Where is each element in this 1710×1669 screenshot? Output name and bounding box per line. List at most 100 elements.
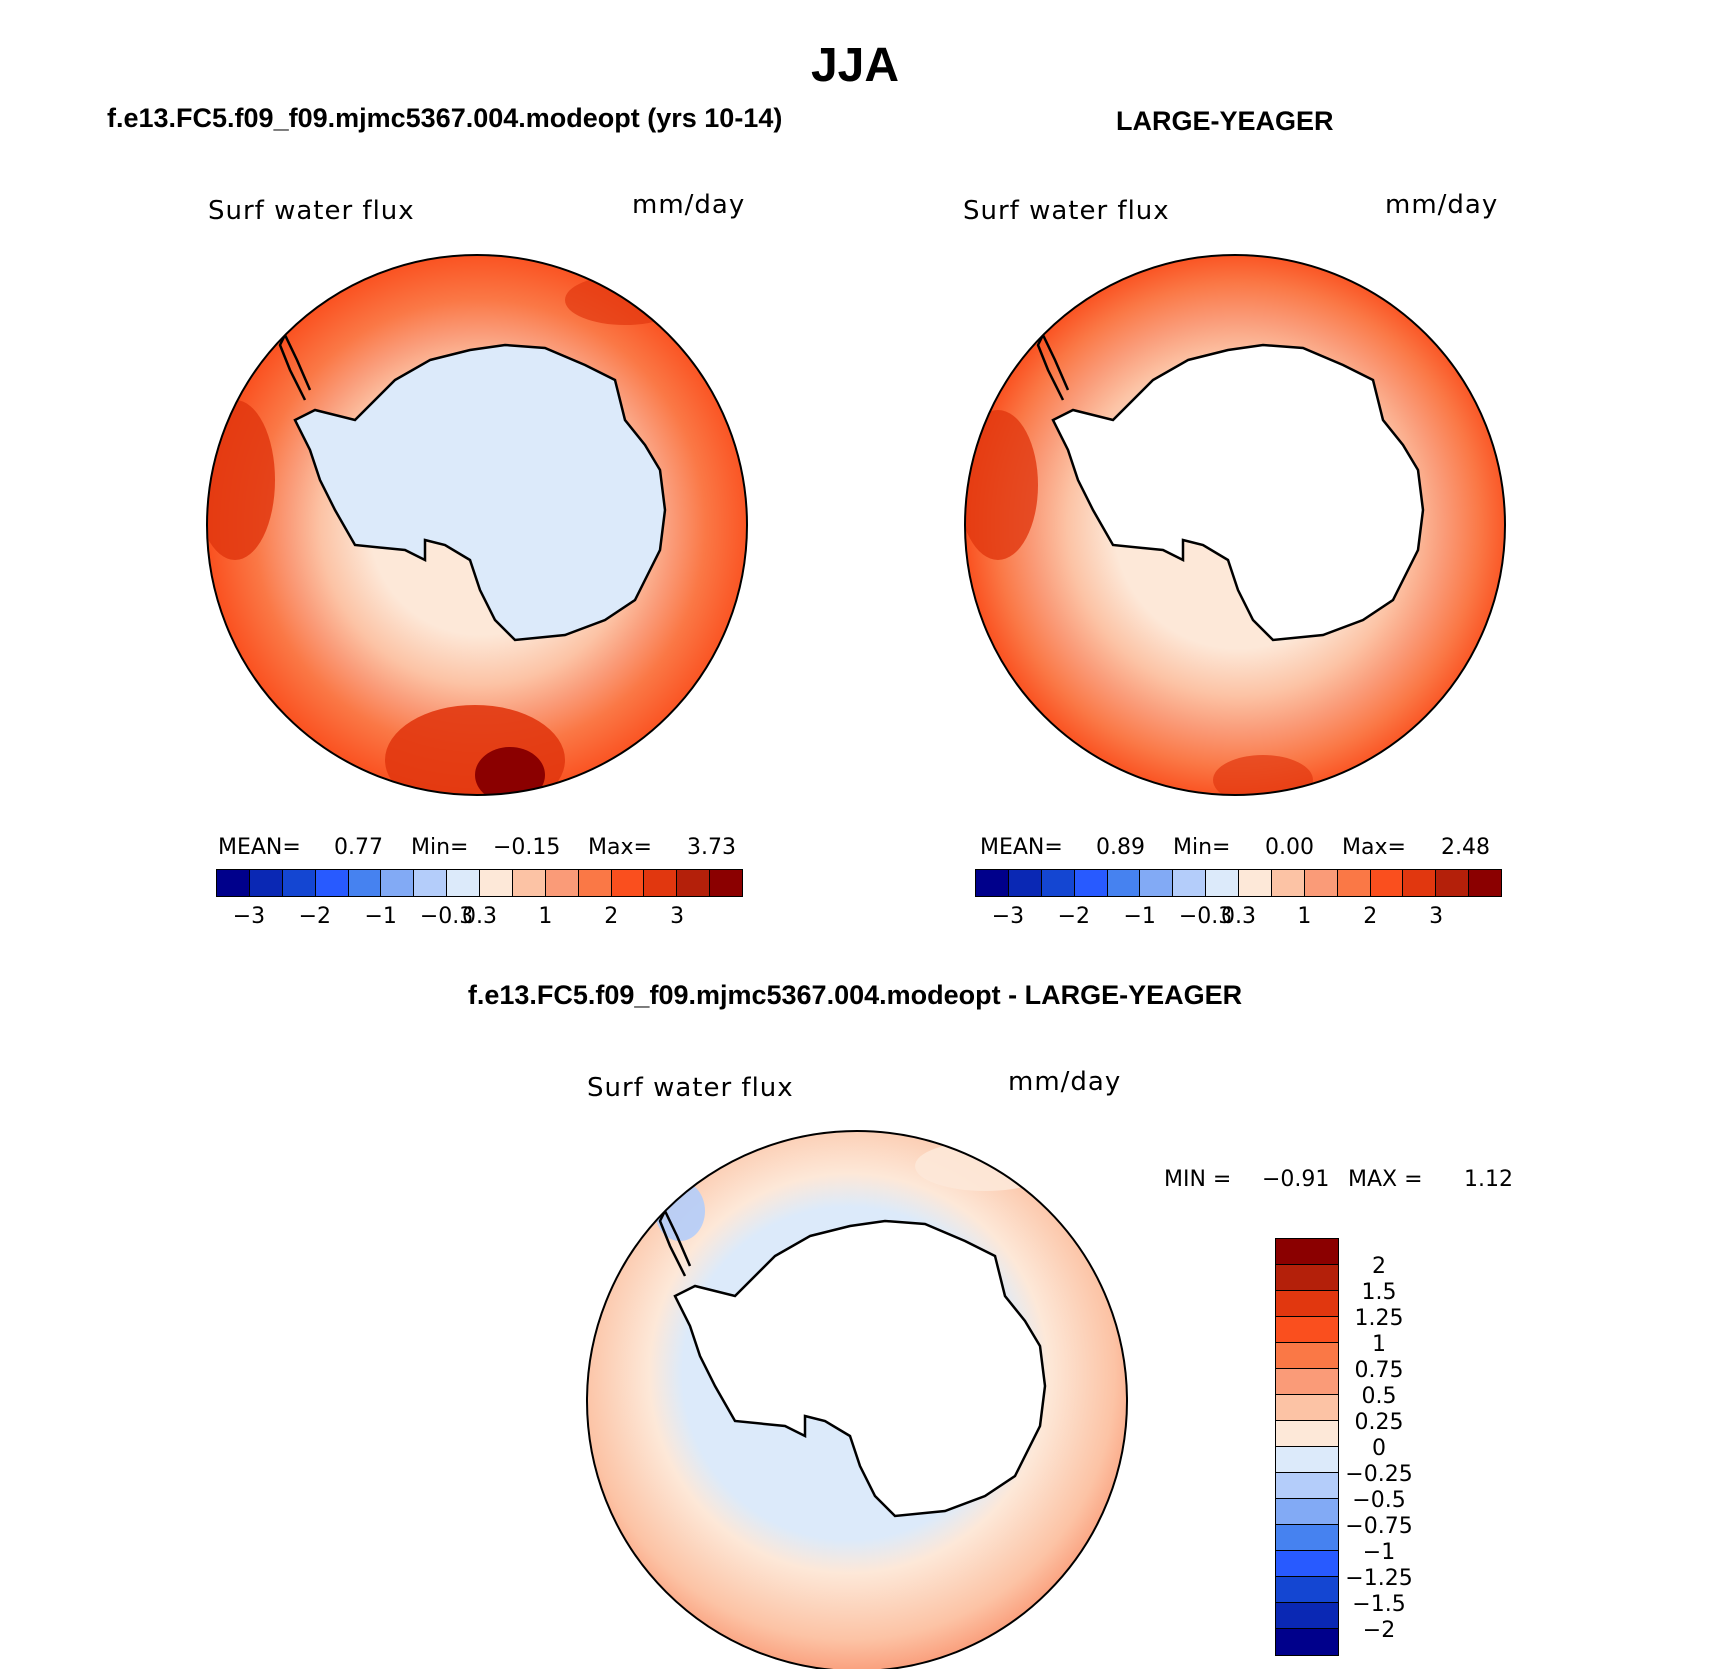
colorbar-tick-label: 2 bbox=[1372, 1254, 1386, 1279]
colorbar-segment bbox=[282, 870, 316, 896]
colorbar-segment bbox=[217, 870, 250, 896]
colorbar-tick-label: −1.5 bbox=[1352, 1592, 1406, 1617]
panel-1-min-label: Min= bbox=[411, 835, 469, 860]
panel-1-max-value: 3.73 bbox=[687, 835, 736, 860]
colorbar-tick-label: 0.3 bbox=[1221, 904, 1256, 929]
colorbar-segment bbox=[1469, 870, 1501, 896]
colorbar-tick-label: 1 bbox=[1372, 1332, 1386, 1357]
colorbar-segment bbox=[578, 870, 612, 896]
colorbar-tick-label: 3 bbox=[670, 904, 685, 929]
colorbar-segment bbox=[1276, 1447, 1338, 1473]
panel-2-variable: Surf water flux bbox=[963, 196, 1170, 226]
colorbar-segment bbox=[1276, 1343, 1338, 1369]
panel-2-min-label: Min= bbox=[1173, 835, 1231, 860]
colorbar-tick-label: −0.75 bbox=[1345, 1514, 1413, 1539]
colorbar-tick-label: 1.5 bbox=[1361, 1280, 1397, 1305]
panel-3-peninsula bbox=[658, 1208, 692, 1277]
panel-1-units: mm/day bbox=[632, 190, 746, 220]
colorbar-segment bbox=[1276, 1265, 1338, 1291]
colorbar-segment bbox=[545, 870, 579, 896]
colorbar-segment bbox=[1276, 1551, 1338, 1577]
panel-1-peninsula bbox=[278, 332, 312, 401]
colorbar-tick-label: 3 bbox=[1429, 904, 1444, 929]
colorbar-segment bbox=[1276, 1499, 1338, 1525]
panel-1-max-label: Max= bbox=[588, 835, 652, 860]
colorbar-tick-label: −1 bbox=[1362, 1540, 1396, 1565]
colorbar-segment bbox=[644, 870, 678, 896]
panel-2-max-label: Max= bbox=[1342, 835, 1406, 860]
colorbar-segment bbox=[1074, 870, 1108, 896]
colorbar-segment bbox=[1276, 1525, 1338, 1551]
colorbar-tick-label: −0.5 bbox=[1352, 1488, 1406, 1513]
colorbar-tick-label: 1 bbox=[1297, 904, 1312, 929]
panel-3-variable: Surf water flux bbox=[587, 1073, 794, 1103]
colorbar-segment bbox=[1304, 870, 1338, 896]
figure-title: JJA bbox=[810, 39, 900, 92]
colorbar-tick-label: −2 bbox=[1057, 904, 1091, 929]
colorbar-tick-label: −2 bbox=[298, 904, 332, 929]
colorbar-tick-label: −0.25 bbox=[1345, 1462, 1413, 1487]
colorbar-segment bbox=[480, 870, 513, 896]
colorbar-segment bbox=[1239, 870, 1272, 896]
panel-2-min-value: 0.00 bbox=[1265, 835, 1314, 860]
colorbar-tick-label: −3 bbox=[232, 904, 266, 929]
panel-1-variable: Surf water flux bbox=[208, 196, 415, 226]
colorbar-segment bbox=[1276, 1629, 1338, 1655]
colorbar-tick-label: 0.25 bbox=[1354, 1410, 1404, 1435]
colorbar-segment bbox=[611, 870, 645, 896]
panel-3-min-value: −0.91 bbox=[1262, 1167, 1330, 1192]
colorbar-tick-label: 0.75 bbox=[1354, 1358, 1404, 1383]
colorbar-segment bbox=[1276, 1395, 1338, 1421]
panel-1-mean-label: MEAN= bbox=[218, 835, 301, 860]
colorbar-tick-label: −2 bbox=[1362, 1618, 1396, 1643]
colorbar-segment bbox=[1337, 870, 1371, 896]
colorbar-segment bbox=[348, 870, 382, 896]
colorbar-tick-label: 2 bbox=[604, 904, 619, 929]
colorbar-tick-label: 2 bbox=[1363, 904, 1378, 929]
panel-1-antarctica bbox=[293, 343, 667, 642]
panel-3-map bbox=[586, 1130, 1128, 1669]
panel-2-colorbar bbox=[975, 869, 1502, 897]
panel-1-min-value: −0.15 bbox=[493, 835, 561, 860]
colorbar-segment bbox=[1173, 870, 1207, 896]
panel-3-colorbar bbox=[1275, 1238, 1339, 1656]
panel-2-mean-label: MEAN= bbox=[980, 835, 1063, 860]
colorbar-segment bbox=[1107, 870, 1141, 896]
panel-2-title: LARGE-YEAGER bbox=[1116, 106, 1334, 136]
panel-3-min-label: MIN = bbox=[1164, 1167, 1232, 1192]
colorbar-segment bbox=[1008, 870, 1042, 896]
colorbar-tick-label: 0.3 bbox=[462, 904, 497, 929]
panel-3-max-value: 1.12 bbox=[1464, 1167, 1513, 1192]
panel-2-peninsula bbox=[1036, 332, 1070, 401]
panel-2-colorbar-ticks: −3 −2 −1 −0.3 0.3 1 2 3 bbox=[975, 904, 1500, 934]
colorbar-segment bbox=[315, 870, 349, 896]
colorbar-tick-label: −1 bbox=[1123, 904, 1156, 929]
panel-3-title: f.e13.FC5.f09_f09.mjmc5367.004.modeopt -… bbox=[467, 980, 1243, 1010]
colorbar-segment bbox=[1140, 870, 1174, 896]
panel-3-antarctica bbox=[673, 1219, 1047, 1518]
colorbar-segment bbox=[249, 870, 283, 896]
panel-1-colorbar-ticks: −3 −2 −1 −0.3 0.3 1 2 3 bbox=[216, 904, 741, 934]
colorbar-segment bbox=[1276, 1473, 1338, 1499]
colorbar-segment bbox=[1276, 1369, 1338, 1395]
panel-3-max-label: MAX = bbox=[1348, 1167, 1423, 1192]
colorbar-segment bbox=[1276, 1291, 1338, 1317]
colorbar-tick-label: 1 bbox=[538, 904, 553, 929]
colorbar-segment bbox=[1276, 1603, 1338, 1629]
panel-1-max-flux-region bbox=[475, 747, 545, 795]
colorbar-segment bbox=[381, 870, 415, 896]
colorbar-tick-label: −1 bbox=[364, 904, 397, 929]
panel-3-negative-anomaly bbox=[655, 1181, 705, 1241]
colorbar-segment bbox=[710, 870, 742, 896]
colorbar-segment bbox=[1436, 870, 1470, 896]
panel-2-units: mm/day bbox=[1385, 190, 1499, 220]
colorbar-segment bbox=[1271, 870, 1305, 896]
colorbar-segment bbox=[1276, 1577, 1338, 1603]
colorbar-segment bbox=[677, 870, 711, 896]
colorbar-segment bbox=[1403, 870, 1437, 896]
colorbar-segment bbox=[1206, 870, 1239, 896]
panel-1-title: f.e13.FC5.f09_f09.mjmc5367.004.modeopt (… bbox=[107, 103, 783, 133]
colorbar-segment bbox=[1276, 1421, 1338, 1447]
colorbar-tick-label: 0.5 bbox=[1361, 1384, 1397, 1409]
colorbar-segment bbox=[1276, 1317, 1338, 1343]
